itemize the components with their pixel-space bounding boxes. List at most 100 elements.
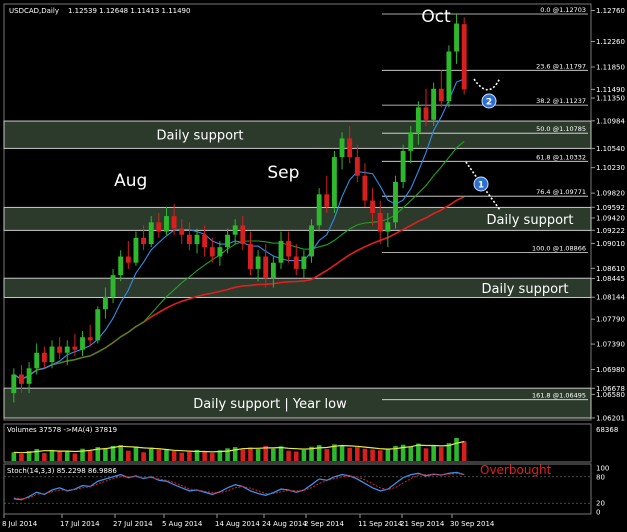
candle-body (232, 225, 238, 235)
volume-bar (393, 445, 398, 461)
candle-body (454, 23, 459, 52)
volume-bar (26, 451, 32, 461)
fib-level-label: 23.6 @1.11797 (536, 62, 586, 70)
price-tick-label: 1.11350 (596, 95, 625, 103)
volume-bar (72, 453, 78, 461)
candle-body (26, 368, 32, 384)
candle-body (240, 225, 246, 245)
price-tick-label: 1.09222 (596, 227, 625, 235)
support-zone (3, 277, 592, 298)
symbol-label: USDCAD,Daily (9, 7, 59, 15)
volume-bar (454, 438, 459, 461)
volume-bar (133, 446, 139, 461)
fib-level-label: 50.0 @1.10785 (536, 125, 586, 133)
price-tick-label: 1.07390 (596, 341, 625, 349)
support-zone (3, 120, 592, 149)
volume-bar (49, 449, 55, 461)
date-tick-label: 5 Aug 2014 (162, 520, 203, 528)
stoch-tick-label: 80 (596, 473, 605, 481)
candle-body (354, 157, 360, 176)
candle-body (156, 222, 162, 232)
volume-bar (271, 448, 276, 461)
price-tick-label: 1.06580 (596, 391, 625, 399)
price-tick-label: 1.12260 (596, 38, 625, 46)
volume-bar (416, 443, 421, 461)
price-tick-label: 1.10984 (596, 117, 625, 125)
volume-bar (240, 449, 246, 461)
candle-body (301, 256, 307, 269)
month-label: Sep (267, 163, 299, 183)
volume-bar (339, 445, 345, 461)
date-tick-label: 14 Aug 2014 (215, 520, 260, 528)
candle-body (309, 225, 314, 257)
candle-body (64, 346, 70, 353)
price-tick-label: 1.06980 (596, 366, 625, 374)
volume-bar (209, 453, 215, 461)
scenario-marker-label: 2 (486, 98, 492, 108)
volume-bar (248, 447, 253, 461)
volume-bar (42, 453, 47, 461)
support-zone-label: Daily support (157, 129, 244, 144)
candle-body (125, 256, 131, 263)
volume-bar (309, 446, 314, 461)
candle-body (248, 244, 253, 269)
price-tick-label: 1.08610 (596, 265, 625, 273)
candle-body (148, 222, 154, 245)
candle-body (385, 222, 391, 232)
volume-bar (301, 449, 307, 461)
stoch-title: Stoch(14,3,3) 85.2298 86.9886 (7, 467, 117, 475)
volume-bar (278, 446, 284, 461)
candle-body (225, 234, 230, 248)
candle-body (95, 309, 101, 341)
volume-scale-label: 68368 (596, 426, 618, 434)
price-tick-label: 1.09592 (596, 204, 625, 212)
volume-bar (57, 451, 62, 461)
candle-body (278, 240, 284, 263)
candle-body (179, 228, 185, 235)
candle-body (370, 200, 376, 213)
volume-bar (438, 447, 444, 461)
candle-body (286, 240, 292, 257)
candle-body (118, 256, 124, 276)
candle-body (217, 247, 223, 257)
volume-bar (110, 445, 116, 461)
support-zone-label: Daily support (487, 213, 574, 228)
date-tick-label: 27 Jul 2014 (113, 520, 153, 528)
date-tick-label: 30 Sep 2014 (450, 520, 495, 528)
candle-body (316, 194, 322, 226)
price-tick-label: 1.10230 (596, 164, 625, 172)
candle-body (270, 262, 276, 279)
volume-bar (34, 449, 40, 461)
volume-bar (141, 452, 146, 461)
fib-level-label: 38.2 @1.11237 (536, 97, 586, 105)
price-tick-label: 1.08144 (596, 294, 625, 302)
price-tick-label: 1.09010 (596, 240, 625, 248)
volume-bar (355, 447, 360, 461)
volume-bar (103, 447, 108, 461)
candle-body (186, 234, 192, 245)
stoch-tick-label: 100 (596, 465, 609, 473)
scenario-marker-label: 1 (478, 181, 484, 191)
candle-body (41, 352, 47, 363)
volume-bar (347, 447, 352, 461)
volume-bar (332, 444, 337, 461)
volume-bar (179, 452, 185, 461)
candle-body (324, 194, 330, 207)
fib-level-label: 76.4 @1.09771 (536, 188, 586, 196)
support-zone (3, 387, 592, 419)
candle-body (400, 150, 406, 182)
date-tick-label: 17 Jul 2014 (60, 520, 100, 528)
candle-body (255, 256, 261, 269)
candle-body (171, 216, 177, 229)
fib-level-label: 161.8 @1.06495 (532, 392, 586, 400)
stoch-tick-label: 20 (596, 500, 605, 508)
volume-bar (286, 450, 291, 461)
candle-body (423, 107, 429, 120)
candle-body (347, 138, 353, 158)
volume-bar (461, 441, 467, 461)
volume-bar (64, 450, 70, 461)
volume-bar (400, 444, 406, 461)
price-tick-label: 1.11490 (596, 86, 625, 94)
scenario-marker (481, 93, 497, 109)
